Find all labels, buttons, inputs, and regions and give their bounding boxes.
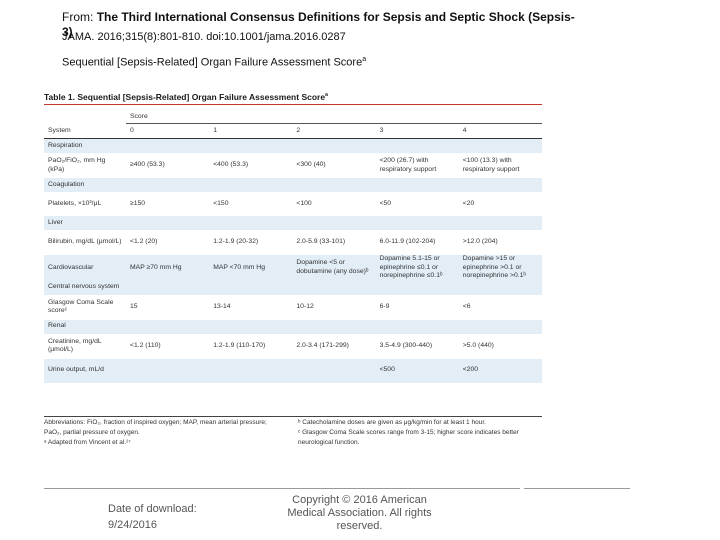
footnote-divider — [44, 416, 542, 417]
table-cell: <200 (26.7) with respiratory support — [375, 153, 459, 178]
date-value: 9/24/2016 — [108, 519, 157, 531]
table-title: Table 1. Sequential [Sepsis-Related] Org… — [44, 92, 542, 105]
category-row: Central nervous system — [44, 280, 542, 295]
table-cell: <6 — [458, 294, 542, 320]
column-header-row: System 0 1 2 3 4 — [44, 123, 542, 139]
category-label: Liver — [44, 216, 542, 230]
footnote: Abbreviations: FiO₂, fraction of inspire… — [44, 419, 267, 426]
table-cell: <1.2 (110) — [126, 333, 210, 359]
category-label: Central nervous system — [44, 280, 542, 295]
table-cell: <50 — [375, 192, 459, 216]
column-header: 0 — [126, 123, 210, 139]
table-cell: 6.0-11.9 (102-204) — [375, 230, 459, 255]
footer-rule-right — [524, 488, 630, 489]
table-cell: 3.5-4.9 (300-440) — [375, 333, 459, 359]
category-row: Renal — [44, 319, 542, 334]
table-cell: <500 — [375, 358, 459, 383]
table-cell: MAP ≥70 mm Hg — [126, 255, 210, 281]
table-row: Bilirubin, mg/dL (μmol/L) <1.2 (20) 1.2-1.… — [44, 230, 542, 255]
table-cell: >5.0 (440) — [458, 333, 542, 359]
table-cell: 1.2-1.9 (110-170) — [209, 333, 293, 359]
footer-rule-left — [44, 488, 520, 489]
table-cell: <100 (13.3) with respiratory support — [458, 153, 542, 178]
table-row: Glasgow Coma Scale scoreᶜ 15 13-14 10-12 6-9… — [44, 294, 542, 320]
from-label: From: — [62, 10, 94, 24]
footnotes-left: Abbreviations: FiO₂, fraction of inspire… — [44, 418, 294, 448]
table-cell — [209, 358, 293, 383]
table-figure: Table 1. Sequential [Sepsis-Related] Org… — [44, 92, 542, 466]
table-cell: Dopamine 5.1-15 or epinephrine ≤0.1 or n… — [375, 255, 459, 281]
table-cell: <300 (40) — [292, 153, 376, 178]
copyright-notice: Copyright © 2016 American Medical Associ… — [287, 494, 432, 532]
category-label: Respiration — [44, 138, 542, 153]
table-cell: >12.0 (204) — [458, 230, 542, 255]
caption-sup: a — [362, 56, 367, 63]
table-cell: Dopamine >15 or epinephrine >0.1 or nore… — [458, 255, 542, 281]
row-label: PaO₂/FiO₂, mm Hg (kPa) — [44, 153, 126, 178]
table-row: PaO₂/FiO₂, mm Hg (kPa) ≥400 (53.3) <400 (5… — [44, 153, 542, 178]
article-title: The Third International Consensus Defini… — [62, 10, 575, 39]
category-label: Renal — [44, 319, 542, 334]
column-header: 4 — [458, 123, 542, 139]
table-cell: MAP <70 mm Hg — [209, 255, 293, 281]
footnote: ᶜ Glasgow Coma Scale scores range from 3… — [298, 429, 519, 446]
footnote: ᵇ Catecholamine doses are given as μg/kg… — [298, 419, 486, 426]
table-body: Respiration PaO₂/FiO₂, mm Hg (kPa) ≥400 (5… — [44, 138, 542, 383]
category-row: Liver — [44, 216, 542, 230]
sofa-table: Score System 0 1 2 3 4 Respiration PaO₂/F… — [44, 111, 542, 383]
table-cell: 10-12 — [292, 294, 376, 320]
category-row: Coagulation — [44, 178, 542, 192]
category-row: Respiration — [44, 138, 542, 153]
table-cell — [292, 358, 376, 383]
footnotes-right: ᵇ Catecholamine doses are given as μg/kg… — [298, 418, 538, 448]
table-cell: Dopamine <5 or dobutamine (any dose)ᵇ — [292, 255, 376, 281]
caption-text: Sequential [Sepsis-Related] Organ Failur… — [62, 56, 363, 69]
column-header: 2 — [292, 123, 376, 139]
blank-header-cell — [44, 111, 126, 124]
row-label: Glasgow Coma Scale scoreᶜ — [44, 294, 126, 320]
table-cell: 13-14 — [209, 294, 293, 320]
table-cell: ≥400 (53.3) — [126, 153, 210, 178]
table-cell: 2.0-5.9 (33-101) — [292, 230, 376, 255]
table-cell: <1.2 (20) — [126, 230, 210, 255]
footnote: PaO₂, partial pressure of oxygen. — [44, 429, 140, 436]
table-cell: <200 — [458, 358, 542, 383]
row-label: Platelets, ×10³/μL — [44, 192, 126, 216]
table-cell: ≥150 — [126, 192, 210, 216]
table-row: Creatinine, mg/dL (μmol/L) <1.2 (110) 1.2-… — [44, 333, 542, 359]
table-cell: <20 — [458, 192, 542, 216]
table-cell: <150 — [209, 192, 293, 216]
row-label: Urine output, mL/d — [44, 358, 126, 383]
table-cell — [126, 358, 210, 383]
table-cell: <400 (53.3) — [209, 153, 293, 178]
column-header: 1 — [209, 123, 293, 139]
figure-caption: Sequential [Sepsis-Related] Organ Failur… — [62, 56, 366, 69]
table-row: Cardiovascular MAP ≥70 mm Hg MAP <70 mm Hg… — [44, 255, 542, 281]
citation: JAMA. 2016;315(8):801-810. doi:10.1001/j… — [62, 31, 346, 43]
row-label: Cardiovascular — [44, 255, 126, 281]
table-cell: 2.0-3.4 (171-299) — [292, 333, 376, 359]
table-title-text: Table 1. Sequential [Sepsis-Related] Org… — [44, 92, 326, 102]
table-title-sup: a — [325, 92, 328, 99]
score-label: Score — [126, 111, 542, 124]
table-cell: <100 — [292, 192, 376, 216]
column-header: 3 — [375, 123, 459, 139]
download-date: Date of download: 9/24/2016 — [108, 501, 197, 533]
table-row: Urine output, mL/d <500 <200 — [44, 358, 542, 383]
column-header: System — [44, 123, 126, 139]
category-label: Coagulation — [44, 178, 542, 192]
article-heading: From: The Third International Consensus … — [62, 10, 582, 40]
row-label: Creatinine, mg/dL (μmol/L) — [44, 333, 126, 359]
row-label: Bilirubin, mg/dL (μmol/L) — [44, 230, 126, 255]
table-cell: 6-9 — [375, 294, 459, 320]
date-label: Date of download: — [108, 503, 197, 515]
table-cell: 15 — [126, 294, 210, 320]
footnote: ᵃ Adapted from Vincent et al.²⁷ — [44, 439, 131, 446]
table-row: Platelets, ×10³/μL ≥150 <150 <100 <50 <20 — [44, 192, 542, 216]
score-header-row: Score — [44, 111, 542, 124]
table-cell: 1.2-1.9 (20-32) — [209, 230, 293, 255]
